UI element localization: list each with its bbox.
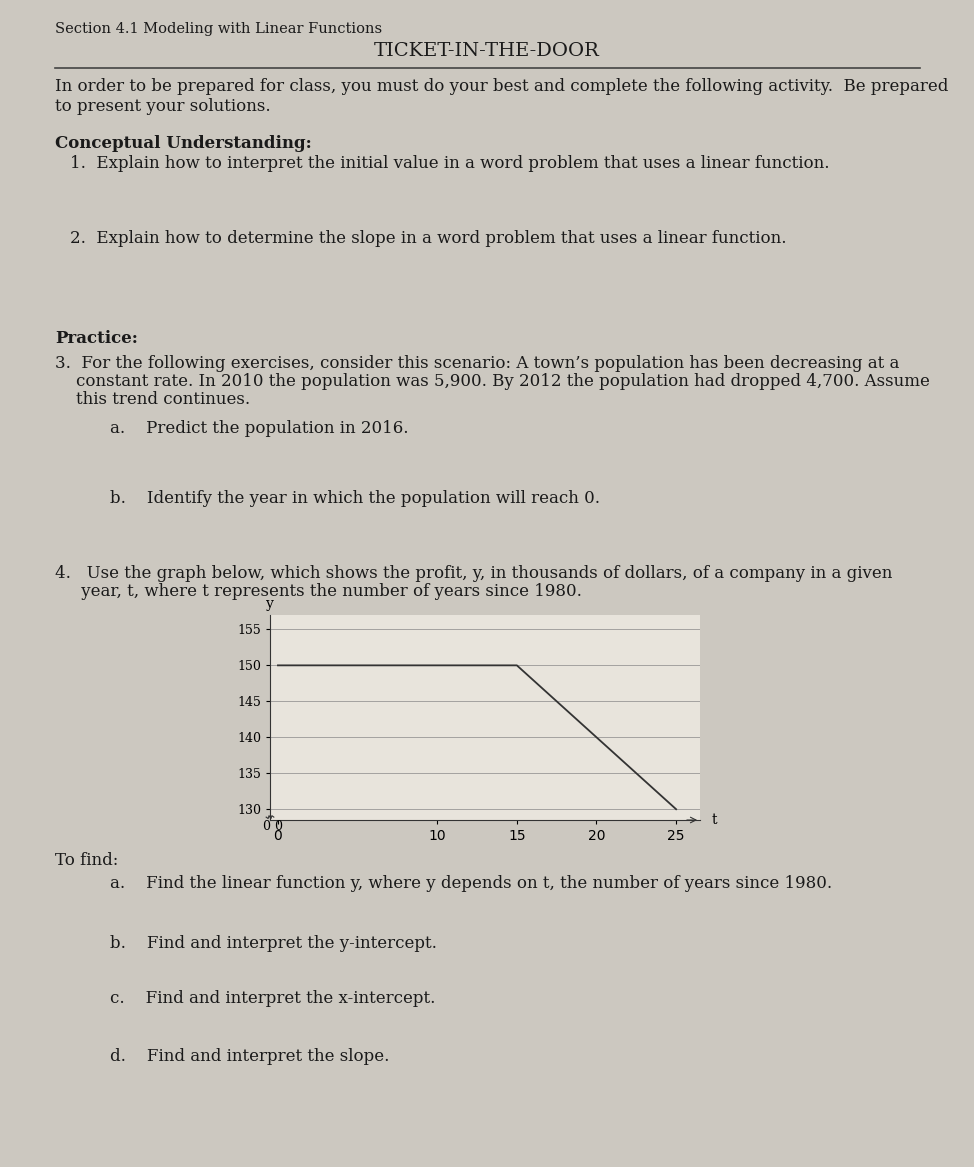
Text: 4.   Use the graph below, which shows the profit, y, in thousands of dollars, of: 4. Use the graph below, which shows the … [55, 565, 892, 582]
Text: Conceptual Understanding:: Conceptual Understanding: [55, 135, 312, 152]
Text: b.    Find and interpret the y-intercept.: b. Find and interpret the y-intercept. [110, 935, 437, 952]
Text: 1.  Explain how to interpret the initial value in a word problem that uses a lin: 1. Explain how to interpret the initial … [70, 155, 830, 172]
Text: Practice:: Practice: [55, 330, 138, 347]
Text: 2.  Explain how to determine the slope in a word problem that uses a linear func: 2. Explain how to determine the slope in… [70, 230, 786, 247]
Text: In order to be prepared for class, you must do your best and complete the follow: In order to be prepared for class, you m… [55, 78, 949, 114]
Text: Section 4.1 Modeling with Linear Functions: Section 4.1 Modeling with Linear Functio… [55, 22, 382, 36]
Text: c.    Find and interpret the x-intercept.: c. Find and interpret the x-intercept. [110, 990, 435, 1007]
Text: d.    Find and interpret the slope.: d. Find and interpret the slope. [110, 1048, 390, 1065]
Text: TICKET-IN-THE-DOOR: TICKET-IN-THE-DOOR [374, 42, 600, 60]
Text: b.    Identify the year in which the population will reach 0.: b. Identify the year in which the popula… [110, 490, 600, 506]
Text: 0: 0 [262, 820, 270, 833]
Text: 3.  For the following exercises, consider this scenario: A town’s population has: 3. For the following exercises, consider… [55, 355, 899, 372]
Text: y: y [266, 598, 274, 612]
Text: a.    Predict the population in 2016.: a. Predict the population in 2016. [110, 420, 408, 436]
Text: constant rate. In 2010 the population was 5,900. By 2012 the population had drop: constant rate. In 2010 the population wa… [55, 373, 930, 390]
Text: t: t [711, 813, 717, 827]
Text: 0: 0 [274, 820, 281, 833]
Text: To find:: To find: [55, 852, 119, 869]
Text: year, t, where t represents the number of years since 1980.: year, t, where t represents the number o… [55, 584, 581, 600]
Text: a.    Find the linear function y, where y depends on t, the number of years sinc: a. Find the linear function y, where y d… [110, 875, 832, 892]
Text: this trend continues.: this trend continues. [55, 391, 250, 408]
